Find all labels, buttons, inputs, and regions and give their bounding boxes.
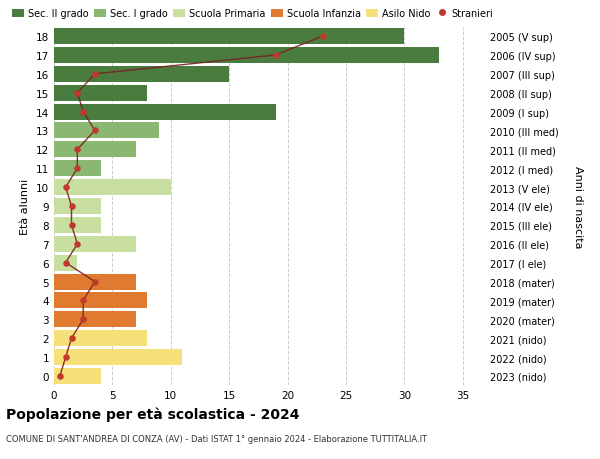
Bar xyxy=(54,368,101,384)
Point xyxy=(318,34,328,41)
Bar xyxy=(54,255,77,271)
Bar xyxy=(54,29,404,45)
Point xyxy=(79,297,88,304)
Point xyxy=(90,128,100,135)
Bar xyxy=(54,67,229,83)
Point xyxy=(55,372,65,380)
Bar xyxy=(54,179,171,196)
Bar xyxy=(54,274,136,290)
Bar xyxy=(54,48,439,64)
Bar xyxy=(54,312,136,328)
Bar xyxy=(54,123,159,139)
Bar xyxy=(54,199,101,214)
Point xyxy=(67,335,76,342)
Point xyxy=(61,353,70,361)
Bar xyxy=(54,349,182,365)
Point xyxy=(67,203,76,210)
Point xyxy=(73,146,82,154)
Bar xyxy=(54,293,148,309)
Y-axis label: Età alunni: Età alunni xyxy=(20,179,31,235)
Bar xyxy=(54,218,101,233)
Point xyxy=(90,71,100,78)
Bar xyxy=(54,330,148,347)
Point xyxy=(271,52,281,60)
Point xyxy=(61,184,70,191)
Point xyxy=(67,222,76,229)
Point xyxy=(73,165,82,173)
Bar xyxy=(54,161,101,177)
Bar xyxy=(54,236,136,252)
Point xyxy=(61,259,70,267)
Bar xyxy=(54,85,148,101)
Y-axis label: Anni di nascita: Anni di nascita xyxy=(573,165,583,248)
Point xyxy=(90,278,100,285)
Legend: Sec. II grado, Sec. I grado, Scuola Primaria, Scuola Infanzia, Asilo Nido, Stran: Sec. II grado, Sec. I grado, Scuola Prim… xyxy=(12,9,493,19)
Text: Popolazione per età scolastica - 2024: Popolazione per età scolastica - 2024 xyxy=(6,406,299,421)
Point xyxy=(79,109,88,116)
Point xyxy=(73,90,82,97)
Bar xyxy=(54,104,276,120)
Text: COMUNE DI SANT'ANDREA DI CONZA (AV) - Dati ISTAT 1° gennaio 2024 - Elaborazione : COMUNE DI SANT'ANDREA DI CONZA (AV) - Da… xyxy=(6,434,427,443)
Bar xyxy=(54,142,136,158)
Point xyxy=(79,316,88,323)
Point xyxy=(73,241,82,248)
